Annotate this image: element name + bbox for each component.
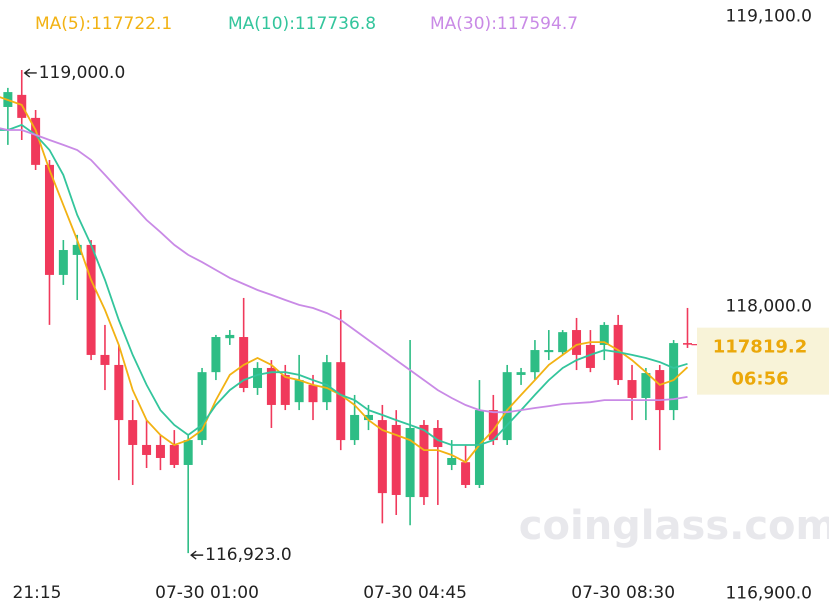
- annotation-label: 116,923.0: [205, 545, 292, 565]
- candle-body: [405, 427, 415, 498]
- x-tick-label: 21:15: [13, 583, 62, 603]
- annotation-arrow: [190, 550, 204, 560]
- ma-line: [0, 123, 688, 446]
- countdown: 06:56: [731, 369, 788, 390]
- candle-body: [585, 344, 595, 368]
- annotation-arrow: [23, 68, 37, 78]
- y-tick-label: 116,900.0: [725, 583, 812, 603]
- candle-body: [266, 367, 276, 405]
- candle-body: [31, 117, 41, 165]
- candle-body: [419, 424, 429, 498]
- candle-body: [544, 350, 554, 353]
- candle-body: [377, 420, 387, 494]
- candle-body: [627, 380, 637, 398]
- candle-body: [225, 334, 235, 339]
- candle-body: [142, 444, 152, 455]
- candle-body: [461, 462, 471, 485]
- candle-body: [58, 250, 68, 275]
- candle-body: [72, 244, 82, 255]
- candle-body: [294, 380, 304, 403]
- candle-body: [169, 444, 179, 465]
- candle-body: [474, 410, 484, 485]
- candle-body: [447, 457, 457, 465]
- candle-body: [502, 372, 512, 441]
- x-tick-label: 07-30 01:00: [155, 583, 259, 603]
- candle-body: [44, 164, 54, 275]
- candle-body: [336, 362, 346, 441]
- legend-entry: MA(5):117722.1: [35, 14, 172, 34]
- candle-body: [280, 374, 290, 405]
- candle-body: [530, 350, 540, 373]
- candle-body: [114, 364, 124, 421]
- candle-body: [391, 424, 401, 495]
- candle-body: [128, 420, 138, 445]
- candle-body: [239, 337, 249, 388]
- candle-body: [641, 373, 651, 398]
- x-tick-label: 07-30 04:45: [363, 583, 467, 603]
- candle-body: [308, 384, 318, 403]
- y-tick-label: 119,100.0: [725, 7, 812, 27]
- ma-line: [0, 127, 688, 414]
- candle-body: [655, 370, 665, 411]
- last-price-label: 117819.2: [713, 337, 808, 358]
- legend-entry: MA(30):117594.7: [430, 14, 578, 34]
- candle-body: [100, 354, 110, 365]
- candle-body: [183, 440, 193, 465]
- candle-body: [350, 414, 360, 441]
- candle-body: [669, 343, 679, 411]
- candle-body: [86, 244, 96, 355]
- candle-body: [488, 410, 498, 441]
- candle-body: [322, 362, 332, 403]
- watermark: coinglass.com: [519, 503, 829, 549]
- candle-body: [211, 337, 221, 373]
- legend-entry: MA(10):117736.8: [228, 14, 376, 34]
- candle-body: [253, 367, 263, 388]
- annotation-label: 119,000.0: [39, 63, 126, 83]
- last-price-box: [697, 327, 829, 395]
- candle-body: [683, 343, 692, 345]
- candle-body: [433, 427, 443, 448]
- candle-body: [363, 414, 373, 421]
- candle-body: [558, 332, 568, 353]
- y-tick-label: 118,000.0: [725, 297, 812, 317]
- candle-body: [155, 444, 165, 458]
- candle-body: [197, 372, 207, 441]
- x-tick-label: 07-30 08:30: [571, 583, 675, 603]
- candle-body: [599, 324, 609, 345]
- candle-body: [516, 372, 526, 375]
- candle-body: [572, 330, 582, 355]
